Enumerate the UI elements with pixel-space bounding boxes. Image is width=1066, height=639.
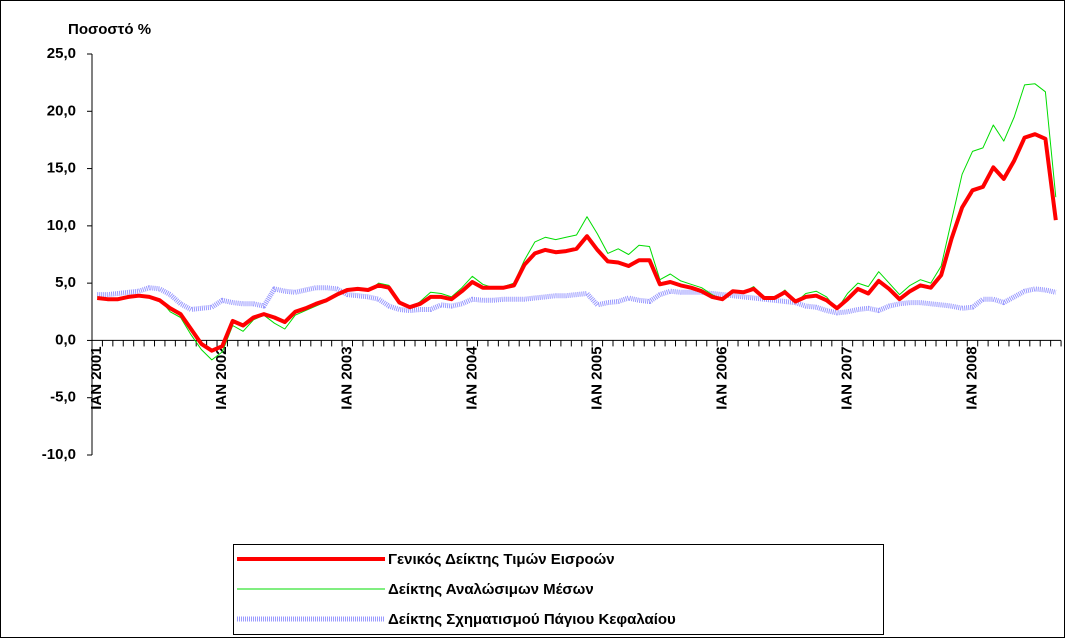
y-tick-label: 10,0 <box>47 217 76 234</box>
series-line <box>96 132 1058 353</box>
legend-label: Γενικός Δείκτης Τιμών Εισροών <box>388 551 615 568</box>
x-tick-label: ΙΑΝ 2005 <box>588 346 605 409</box>
y-tick-label: 15,0 <box>47 160 76 177</box>
x-tick-label: ΙΑΝ 2004 <box>463 346 480 410</box>
y-tick-label: 0,0 <box>55 331 76 348</box>
y-tick-label: 20,0 <box>47 102 76 119</box>
x-tick-label: ΙΑΝ 2003 <box>338 346 355 409</box>
x-tick-label: ΙΑΝ 2008 <box>963 346 980 409</box>
y-tick-label: -5,0 <box>50 389 76 406</box>
legend-label: Δείκτης Αναλώσιμων Μέσων <box>388 581 594 598</box>
x-tick-label: ΙΑΝ 2006 <box>713 346 730 409</box>
legend-label: Δείκτης Σχηματισμού Πάγιου Κεφαλαίου <box>388 611 676 628</box>
x-tick-label: ΙΑΝ 2007 <box>838 346 855 409</box>
y-axis-title: Ποσοστό % <box>68 21 151 38</box>
x-tick-label: ΙΑΝ 2002 <box>213 346 230 409</box>
x-tick-label: ΙΑΝ 2001 <box>88 346 105 409</box>
y-tick-label: 25,0 <box>47 45 76 62</box>
y-tick-label: -10,0 <box>42 446 76 463</box>
y-tick-label: 5,0 <box>55 274 76 291</box>
